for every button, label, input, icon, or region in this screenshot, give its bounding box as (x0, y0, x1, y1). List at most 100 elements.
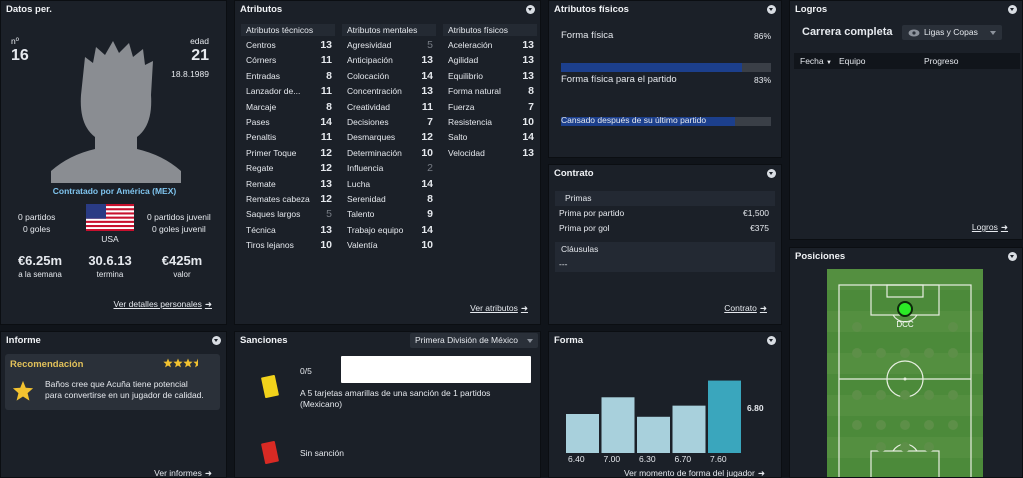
column-team[interactable]: Equipo (839, 56, 866, 66)
sort-down-icon: ▼ (826, 60, 832, 66)
attribute-row[interactable]: Penaltis 11 (241, 130, 335, 145)
league-select[interactable]: Primera División de México (410, 333, 538, 348)
form-bar-label: 6.30 (639, 454, 656, 464)
value-value: €425m (161, 253, 203, 268)
attribute-row[interactable]: Valentía 10 (342, 238, 436, 253)
competition-filter[interactable]: Ligas y Copas (902, 25, 1002, 40)
form-bar[interactable] (566, 414, 599, 453)
form-bar[interactable] (672, 405, 706, 453)
physical-panel: Atributos físicos Forma física 86% Forma… (548, 0, 782, 158)
attribute-row[interactable]: Equilibrio 13 (443, 69, 537, 84)
attribute-row[interactable]: Colocación 14 (342, 69, 436, 84)
attribute-name: Velocidad (448, 147, 485, 158)
form-title: Forma (554, 335, 584, 346)
attribute-row[interactable]: Saques largos 5 (241, 207, 335, 222)
panel-menu-icon[interactable] (767, 5, 776, 14)
attribute-value: 14 (421, 223, 433, 236)
attribute-row[interactable]: Trabajo equipo 14 (342, 223, 436, 238)
attribute-row[interactable]: Forma natural 8 (443, 84, 537, 99)
datos-panel: Datos per. nº 16 edad 21 18.8.1989 Contr… (0, 0, 227, 325)
attribute-row[interactable]: Técnica 13 (241, 223, 335, 238)
attribute-row[interactable]: Salto 14 (443, 130, 537, 145)
expires-block: 30.6.13 termina (79, 253, 141, 279)
atributos-title: Atributos (240, 4, 283, 15)
attribute-name: Remates cabeza (246, 193, 310, 204)
form-link[interactable]: Ver momento de forma del jugador ➜ (623, 468, 765, 478)
reports-link[interactable]: Ver informes ➜ (154, 468, 212, 478)
tired-note: Cansado después de su último partido (561, 115, 707, 125)
expires-label: termina (96, 270, 124, 279)
attribute-name: Entradas (246, 70, 281, 81)
panel-menu-icon[interactable] (767, 336, 776, 345)
arrow-right-icon: ➜ (204, 468, 212, 478)
form-bar[interactable] (708, 380, 741, 453)
panel-menu-icon[interactable] (767, 169, 776, 178)
attribute-row[interactable]: Determinación 10 (342, 146, 436, 161)
column-date[interactable]: Fecha ▼ (800, 56, 832, 66)
attribute-row[interactable]: Serenidad 8 (342, 192, 436, 207)
attribute-row[interactable]: Desmarques 12 (342, 130, 436, 145)
attribute-name: Forma natural (448, 86, 501, 97)
clauses-header: Cláusulas (561, 244, 599, 254)
contract-link[interactable]: Contrato ➜ (724, 303, 767, 313)
achievements-link[interactable]: Logros ➜ (971, 222, 1008, 232)
attribute-name: Saques largos (246, 209, 301, 220)
attribute-row[interactable]: Resistencia 10 (443, 115, 537, 130)
age-value: 21 (191, 47, 209, 64)
panel-menu-icon[interactable] (1008, 5, 1017, 14)
usa-flag-icon (86, 204, 134, 231)
attribute-row[interactable]: Primer Toque 12 (241, 146, 335, 161)
attribute-row[interactable]: Pases 14 (241, 115, 335, 130)
match-fitness-label: Forma física para el partido (561, 74, 677, 85)
attribute-row[interactable]: Agilidad 13 (443, 53, 537, 68)
attribute-row[interactable]: Regate 12 (241, 161, 335, 176)
bonus-value: €375 (750, 223, 769, 233)
yellow-progress-bar (341, 356, 531, 383)
panel-menu-icon[interactable] (526, 5, 535, 14)
attribute-row[interactable]: Tiros lejanos 10 (241, 238, 335, 253)
attribute-row[interactable]: Creatividad 11 (342, 100, 436, 115)
attribute-value: 5 (427, 39, 433, 51)
column-progress[interactable]: Progreso (924, 56, 959, 66)
attribute-name: Influencia (347, 163, 384, 174)
attribute-row[interactable]: Talento 9 (342, 207, 436, 222)
attribute-row[interactable]: Fuerza 7 (443, 100, 537, 115)
red-card-text: Sin sanción (300, 448, 344, 458)
attribute-row[interactable]: Concentración 13 (342, 84, 436, 99)
panel-menu-icon[interactable] (1008, 252, 1017, 261)
attribute-row[interactable]: Centros 13 (241, 38, 335, 53)
age-label: edad (190, 36, 209, 46)
attribute-value: 13 (421, 85, 433, 98)
attribute-name: Pases (246, 116, 270, 127)
attribute-name: Centros (246, 40, 276, 50)
panel-menu-icon[interactable] (212, 336, 221, 345)
attribute-row[interactable]: Marcaje 8 (241, 100, 335, 115)
attribute-value: 13 (421, 54, 433, 67)
attribute-value: 8 (427, 192, 433, 205)
chevron-down-icon (990, 31, 996, 35)
attributes-link[interactable]: Ver atributos ➜ (470, 303, 528, 313)
attribute-row[interactable]: Decisiones 7 (342, 115, 436, 130)
attribute-row[interactable]: Remate 13 (241, 177, 335, 192)
player-position-marker[interactable] (897, 301, 913, 317)
attribute-value: 8 (326, 100, 332, 113)
attribute-value: 10 (522, 115, 534, 128)
attribute-row[interactable]: Aceleración 13 (443, 38, 537, 53)
attribute-row[interactable]: Remates cabeza 12 (241, 192, 335, 207)
attribute-value: 8 (326, 69, 332, 82)
red-card-icon (260, 440, 280, 465)
attribute-row[interactable]: Córners 11 (241, 53, 335, 68)
contracted-by[interactable]: Contratado por América (MEX) (52, 186, 177, 196)
attribute-row[interactable]: Lucha 14 (342, 177, 436, 192)
attribute-row[interactable]: Anticipación 13 (342, 53, 436, 68)
personal-details-link[interactable]: Ver detalles personales ➜ (113, 299, 213, 309)
attribute-row[interactable]: Influencia 2 (342, 161, 436, 176)
attribute-row[interactable]: Velocidad 13 (443, 146, 537, 161)
form-bar[interactable] (601, 397, 635, 453)
sanctions-title: Sanciones (240, 335, 288, 346)
attribute-row[interactable]: Lanzador de... 11 (241, 84, 335, 99)
attribute-row[interactable]: Agresividad 5 (342, 38, 436, 53)
attribute-row[interactable]: Entradas 8 (241, 69, 335, 84)
form-bar[interactable] (637, 416, 670, 453)
match-fitness-bar-fill (561, 117, 736, 126)
